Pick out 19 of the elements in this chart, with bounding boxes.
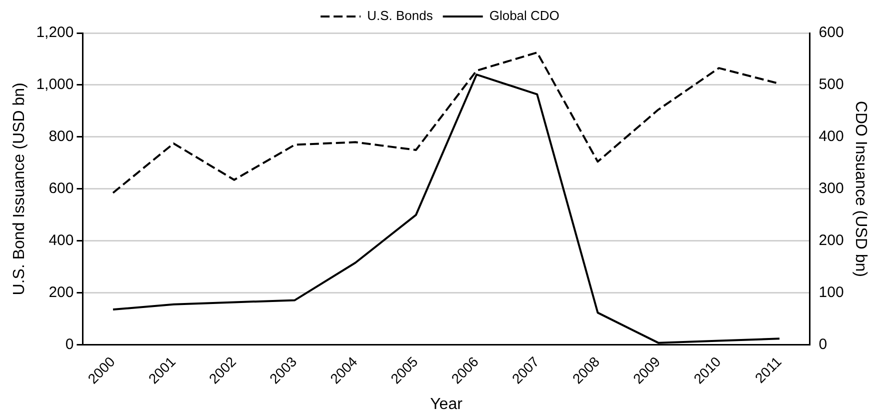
y-tick-label: 1,000 (36, 76, 74, 94)
y-tick-label: 1,200 (36, 24, 74, 42)
legend-label: U.S. Bonds (367, 8, 434, 24)
y-axis-title: U.S. Bond Issuance (USD bn) (11, 82, 28, 296)
y2-tick-label: 400 (818, 128, 844, 146)
y-tick-label: 600 (48, 180, 74, 198)
y2-tick-label: 500 (818, 76, 844, 94)
legend-label: Global CDO (489, 8, 560, 24)
x-axis-title: Year (430, 396, 464, 413)
y2-tick-label: 200 (818, 232, 844, 250)
y-tick-label: 0 (65, 336, 74, 354)
y2-tick-label: 300 (818, 180, 844, 198)
y2-axis-title: CDO Insuance (USD bn) (852, 100, 869, 277)
y-tick-label: 200 (48, 284, 74, 302)
y2-tick-label: 100 (818, 284, 844, 302)
y2-tick-label: 0 (818, 336, 828, 354)
y-tick-label: 800 (48, 128, 74, 146)
y-tick-label: 400 (48, 232, 74, 250)
y2-tick-label: 600 (818, 24, 844, 42)
